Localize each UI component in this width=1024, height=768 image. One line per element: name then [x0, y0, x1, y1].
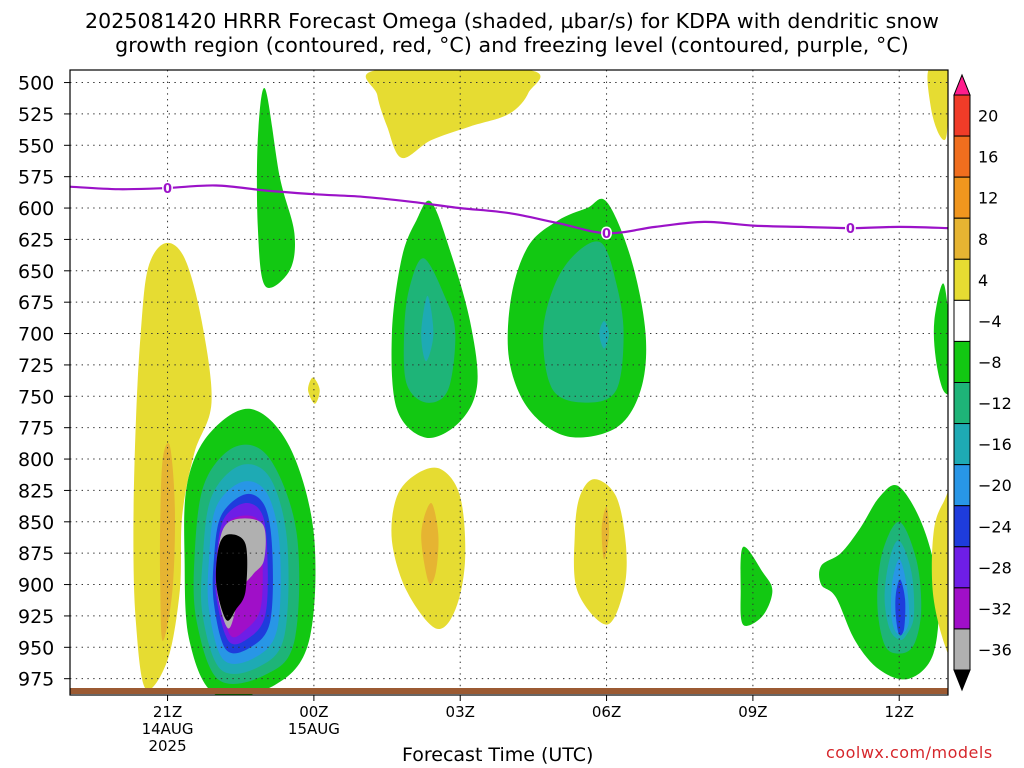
colorbar-segment [953, 587, 971, 630]
colorbar-label: 12 [978, 189, 998, 208]
colorbar-label: 8 [978, 230, 988, 249]
x-tick-label: 00Z [299, 703, 328, 721]
colorbar-label: 16 [978, 148, 998, 167]
colorbar-segment [953, 94, 971, 137]
omega-area-24 [740, 546, 773, 626]
omega-area-13 [307, 377, 320, 404]
y-tick-label: 575 [18, 167, 54, 189]
x-tick-label: 03Z [446, 703, 475, 721]
colorbar-segment [953, 423, 971, 466]
y-tick-label: 875 [18, 543, 54, 565]
y-tick-label: 675 [18, 292, 54, 314]
colorbar-label: −12 [978, 394, 1012, 413]
plot-frame [69, 69, 949, 696]
colorbar-segment [953, 546, 971, 589]
colorbar-label: −36 [978, 640, 1012, 659]
x-tick-label: 12Z [885, 703, 914, 721]
x-tick-label: 2025 [148, 737, 186, 755]
omega-area-31 [933, 283, 948, 395]
y-tick-label: 725 [18, 355, 54, 377]
omega-area-19 [599, 321, 609, 349]
credit-text: coolwx.com/models [826, 743, 993, 762]
x-axis-label: Forecast Time (UTC) [402, 744, 594, 766]
colorbar-segment [953, 505, 971, 548]
omega-area-23 [601, 506, 610, 560]
x-tick-label: 09Z [738, 703, 767, 721]
omega-area-29 [895, 579, 906, 636]
x-tick-label: 15AUG [288, 720, 340, 738]
colorbar-segment [953, 382, 971, 425]
x-tick-label: 14AUG [142, 720, 194, 738]
colorbar-label: −24 [978, 517, 1012, 536]
colorbar-segment [953, 217, 971, 260]
colorbar-label: −4 [978, 312, 1002, 331]
freezing-level-label: 0 [163, 182, 172, 197]
colorbar-label: −28 [978, 558, 1012, 577]
chart-title-line1: 2025081420 HRRR Forecast Omega (shaded, … [84, 9, 940, 33]
y-tick-label: 800 [18, 449, 54, 471]
omega-area-22 [573, 479, 627, 625]
ground-surface [70, 688, 948, 694]
colorbar-label: 4 [978, 271, 988, 290]
colorbar-label: −20 [978, 476, 1012, 495]
y-tick-label: 950 [18, 637, 54, 659]
colorbar-segment [953, 464, 971, 507]
colorbar-label: 20 [978, 107, 998, 126]
colorbar-label: −16 [978, 435, 1012, 454]
y-tick-label: 900 [18, 575, 54, 597]
x-tick-label: 06Z [592, 703, 621, 721]
y-tick-label: 600 [18, 198, 54, 220]
chart-title-line2: growth region (contoured, red, °C) and f… [115, 33, 909, 57]
colorbar-segment [953, 299, 971, 342]
y-tick-label: 625 [18, 229, 54, 251]
y-tick-label: 650 [18, 261, 54, 283]
colorbar-bottom-arrow [953, 669, 971, 692]
omega-area-11 [256, 88, 295, 288]
x-tick-label: 21Z [153, 703, 182, 721]
omega-area-1 [159, 443, 175, 642]
freezing-level-line [70, 184, 948, 235]
omega-area-16 [421, 295, 434, 362]
colorbar-segment [953, 628, 971, 671]
y-tick-label: 775 [18, 418, 54, 440]
y-tick-label: 975 [18, 669, 54, 691]
colorbar-segment [953, 340, 971, 383]
y-tick-label: 525 [18, 104, 54, 126]
freezing-level-label: 0 [602, 227, 611, 242]
colorbar-label: −32 [978, 599, 1012, 618]
gridlines [70, 70, 948, 695]
colorbar-segment [953, 176, 971, 219]
y-tick-label: 850 [18, 512, 54, 534]
colorbar: 20 16 12 8 4 −4 −8 −12 −16 −20 −24 −28 −32 −36 [953, 73, 1012, 692]
omega-area-18 [543, 241, 624, 403]
y-tick-label: 550 [18, 135, 54, 157]
y-tick-label: 925 [18, 606, 54, 628]
colorbar-segment [953, 258, 971, 301]
freezing-level-label: 0 [846, 222, 855, 237]
colorbar-top-arrow [953, 73, 971, 96]
omega-area-10 [215, 534, 248, 621]
y-tick-label: 700 [18, 324, 54, 346]
omega-area-30 [927, 70, 948, 141]
colorbar-label: −8 [978, 353, 1002, 372]
omega-area-21 [421, 503, 439, 585]
omega-area-32 [931, 491, 948, 654]
omega-shading [133, 70, 948, 695]
colorbar-segment [953, 135, 971, 178]
y-tick-label: 750 [18, 386, 54, 408]
y-tick-label: 825 [18, 480, 54, 502]
y-tick-label: 500 [18, 73, 54, 95]
